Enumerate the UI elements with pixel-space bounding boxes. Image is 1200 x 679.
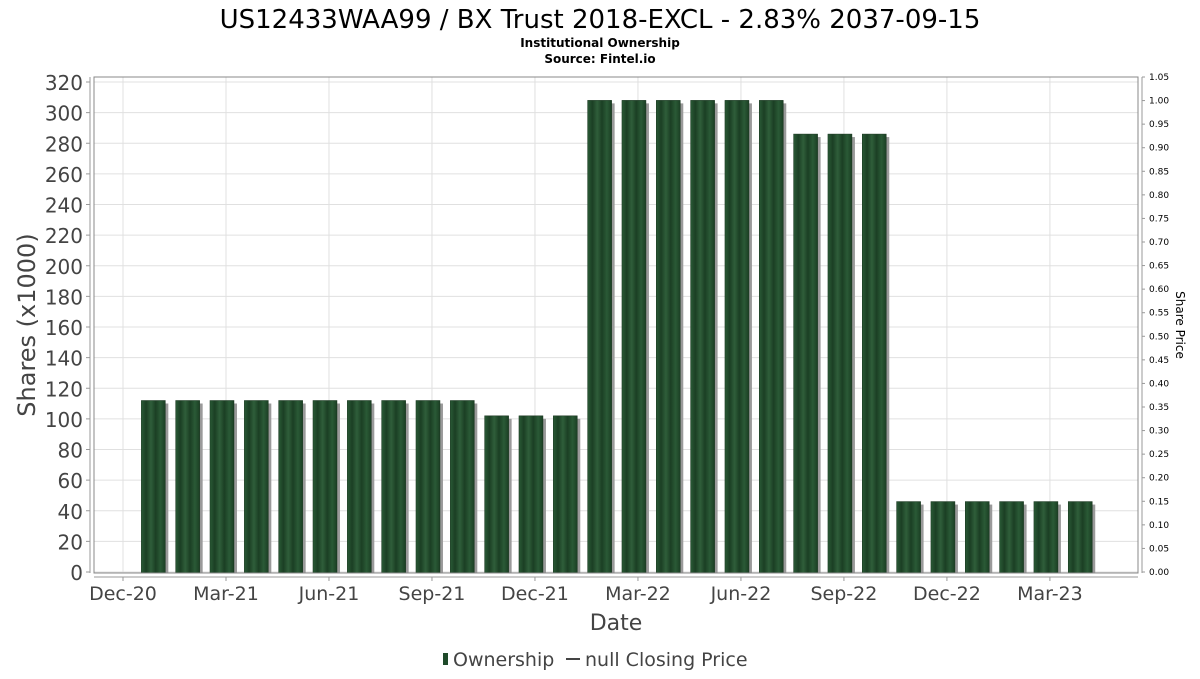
y-tick-label: 40 (58, 500, 83, 524)
bar-Feb-21 (175, 400, 200, 574)
bar-Jun-21 (312, 400, 338, 574)
y2-tick-label: 0.35 (1149, 403, 1169, 413)
y-tick-label: 100 (45, 408, 83, 432)
y2-tick-label: 0.60 (1149, 285, 1169, 295)
y2-tick-label: 0.70 (1149, 238, 1169, 248)
legend-price-label: null Closing Price (585, 649, 748, 671)
bar-Nov-22 (896, 501, 921, 574)
y2-tick-label: 0.95 (1149, 120, 1169, 130)
bar-Aug-22 (793, 133, 818, 574)
bar-Oct-22 (862, 133, 887, 574)
chart-title: US12433WAA99 / BX Trust 2018-EXCL - 2.83… (220, 5, 981, 35)
y-axis-label: Shares (x1000) (13, 233, 41, 416)
bar-May-22 (690, 100, 715, 574)
bar-Apr-23 (1067, 501, 1093, 574)
y2-tick-label: 0.45 (1149, 356, 1169, 366)
bar-Feb-22 (587, 100, 612, 574)
bar-Jan-22 (553, 415, 578, 574)
x-tick-label: Dec-22 (913, 583, 981, 605)
bar-Sep-21 (415, 400, 441, 574)
bar-Jul-22 (759, 100, 784, 574)
y2-tick-label: 0.30 (1149, 427, 1169, 437)
bar-Mar-22 (621, 100, 647, 574)
y2-tick-label: 0.90 (1149, 144, 1169, 154)
x-tick-label: Sep-21 (399, 583, 466, 605)
bar-Sep-22 (827, 133, 853, 574)
bar-Jan-23 (965, 501, 990, 574)
chart-subtitle: Institutional Ownership (520, 36, 680, 50)
y-tick-label: 240 (45, 194, 83, 218)
y-tick-label: 200 (45, 255, 83, 279)
x-tick-label: Jun-21 (298, 583, 360, 605)
x-axis-label: Date (590, 611, 643, 636)
x-tick-label: Dec-20 (89, 583, 157, 605)
bar-Jun-22 (724, 100, 750, 574)
y-tick-label: 220 (45, 224, 83, 248)
bar-Feb-23 (999, 501, 1024, 574)
y-tick-label: 80 (58, 439, 83, 463)
y-tick-label: 320 (45, 71, 83, 95)
y2-tick-label: 0.40 (1149, 379, 1169, 389)
x-tick-label: Mar-21 (193, 583, 259, 605)
y2-tick-label: 0.20 (1149, 474, 1169, 484)
y2-tick-label: 0.75 (1149, 214, 1169, 224)
bar-Jul-21 (347, 400, 372, 574)
y2-tick-label: 0.85 (1149, 167, 1169, 177)
y2-tick-label: 0.50 (1149, 332, 1169, 342)
y2-tick-label: 0.15 (1149, 497, 1169, 507)
y2-tick-label: 0.00 (1149, 568, 1169, 578)
x-tick-label: Sep-22 (811, 583, 878, 605)
bar-Aug-21 (381, 400, 406, 574)
bar-Dec-22 (930, 501, 956, 574)
bar-Apr-21 (244, 400, 269, 574)
y-tick-label: 20 (58, 530, 83, 554)
y-tick-label: 120 (45, 377, 83, 401)
bar-Dec-21 (518, 415, 544, 574)
legend-ownership-swatch (443, 653, 448, 665)
x-tick-label: Dec-21 (501, 583, 569, 605)
y-tick-label: 140 (45, 347, 83, 371)
y-tick-label: 160 (45, 316, 83, 340)
bar-Apr-22 (656, 100, 681, 574)
y2-tick-label: 0.05 (1149, 544, 1169, 554)
bar-Oct-21 (450, 400, 475, 574)
y-tick-label: 260 (45, 163, 83, 187)
bar-Mar-23 (1033, 501, 1059, 574)
y-tick-label: 300 (45, 102, 83, 126)
y2-tick-label: 0.55 (1149, 309, 1169, 319)
plot-area-border (93, 76, 1139, 574)
bar-Nov-21 (484, 415, 509, 574)
legend: Ownership null Closing Price (443, 649, 748, 671)
x-tick-label: Mar-22 (605, 583, 671, 605)
y2-tick-label: 0.10 (1149, 521, 1169, 531)
x-tick-label: Jun-22 (710, 583, 772, 605)
bar-Jan-21 (141, 400, 166, 574)
y-tick-label: 180 (45, 285, 83, 309)
y2-tick-label: 1.05 (1149, 73, 1169, 83)
y-tick-label: 0 (70, 561, 83, 585)
y-tick-label: 60 (58, 469, 83, 493)
bar-May-21 (278, 400, 303, 574)
bar-Mar-21 (209, 400, 235, 574)
y2-tick-label: 1.00 (1149, 97, 1169, 107)
legend-ownership-label: Ownership (453, 649, 554, 671)
y2-tick-label: 0.25 (1149, 450, 1169, 460)
y2-tick-label: 0.65 (1149, 262, 1169, 272)
x-tick-label: Mar-23 (1017, 583, 1083, 605)
y2-axis-label: Share Price (1173, 291, 1187, 359)
y2-tick-label: 0.80 (1149, 191, 1169, 201)
y-tick-label: 280 (45, 132, 83, 156)
chart-source: Source: Fintel.io (544, 52, 655, 66)
